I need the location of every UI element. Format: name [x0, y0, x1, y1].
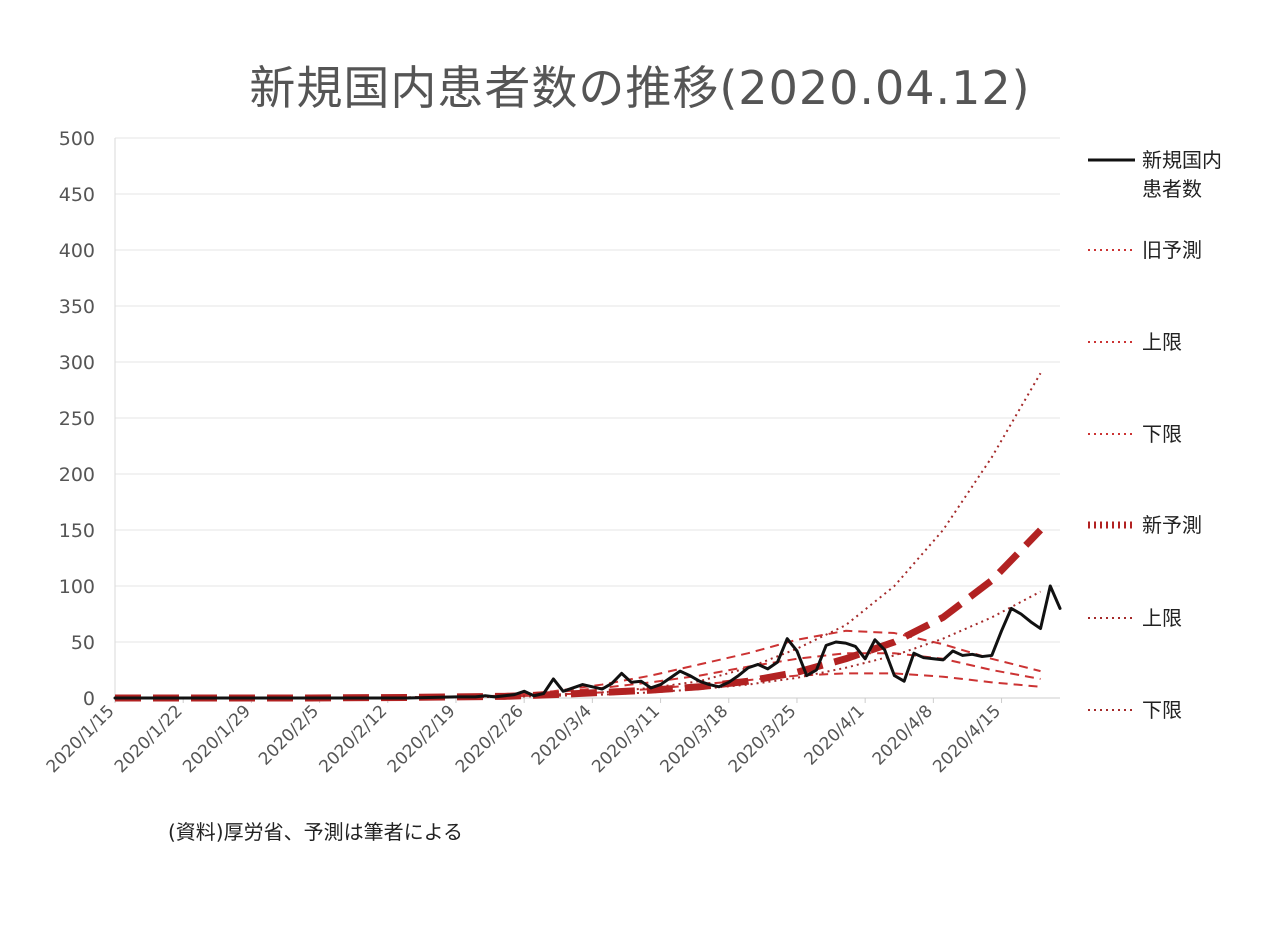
series-lines	[113, 372, 1062, 702]
y-tick-label: 400	[59, 240, 95, 262]
x-tick-label: 2020/3/18	[657, 701, 733, 777]
legend-label-6: 下限	[1142, 698, 1182, 722]
y-tick-label: 150	[59, 520, 95, 542]
legend-label-4: 新予測	[1142, 513, 1202, 537]
x-tick-label: 2020/2/12	[316, 701, 392, 777]
x-tick-label: 2020/4/1	[801, 701, 869, 769]
series-line-0	[113, 584, 1062, 700]
y-tick-label: 100	[59, 576, 95, 598]
series-line-6	[115, 590, 1041, 699]
x-tick-label: 2020/3/11	[588, 701, 664, 777]
y-axis-ticks: 0 50 100 150 200 250 300 350 400 450 500	[59, 128, 95, 710]
series-line-5	[115, 372, 1042, 699]
series-line-2	[115, 629, 1041, 699]
x-tick-label: 2020/2/5	[255, 701, 323, 769]
legend-label-1: 旧予測	[1142, 238, 1202, 262]
y-tick-label: 350	[59, 296, 95, 318]
series-line-4	[115, 527, 1044, 702]
x-tick-label: 2020/1/15	[43, 701, 119, 777]
x-tick-label: 2020/4/15	[929, 701, 1005, 777]
chart-title: 新規国内患者数の推移(2020.04.12)	[249, 61, 1031, 115]
x-tick-label: 2020/3/25	[725, 701, 801, 777]
source-note: (資料)厚労省、予測は筆者による	[168, 820, 464, 844]
legend-label-3: 下限	[1142, 422, 1182, 446]
y-tick-label: 300	[59, 352, 95, 374]
gridlines	[114, 137, 1060, 699]
legend-label-5: 上限	[1142, 606, 1182, 630]
x-tick-label: 2020/2/26	[452, 701, 528, 777]
x-tick-label: 2020/2/19	[384, 701, 460, 777]
y-tick-label: 450	[59, 184, 95, 206]
y-tick-label: 250	[59, 408, 95, 430]
legend-label-0: 新規国内	[1142, 148, 1222, 172]
x-tick-label: 2020/3/4	[528, 701, 596, 769]
x-tick-label: 2020/4/8	[869, 701, 937, 769]
x-tick-label: 2020/1/22	[111, 701, 187, 777]
legend-label-2: 上限	[1142, 330, 1182, 354]
y-tick-label: 0	[83, 688, 95, 710]
legend-label-0-cont: 患者数	[1142, 177, 1202, 201]
x-tick-label: 2020/1/29	[179, 701, 255, 777]
y-tick-label: 200	[59, 464, 95, 486]
y-tick-label: 500	[59, 128, 95, 150]
y-tick-label: 50	[71, 632, 95, 654]
